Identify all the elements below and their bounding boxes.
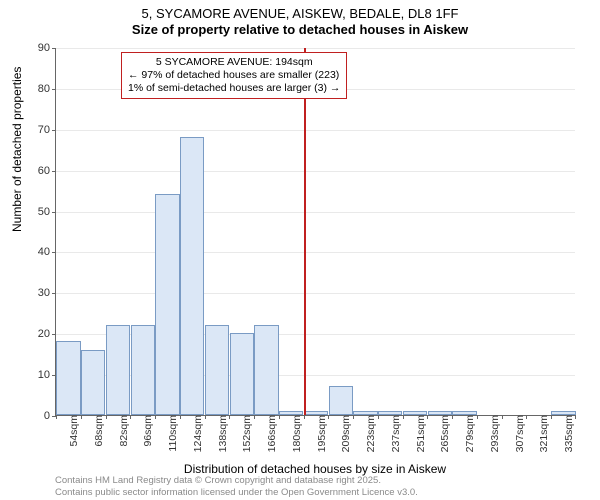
x-tick-label: 180sqm [287, 415, 303, 452]
histogram-bar [131, 325, 155, 415]
x-tick-mark [81, 415, 82, 419]
credits-line2: Contains public sector information licen… [55, 487, 418, 498]
x-tick-mark [502, 415, 503, 419]
y-tick-label: 50 [38, 206, 56, 218]
x-tick-mark [526, 415, 527, 419]
x-tick-mark [106, 415, 107, 419]
x-tick-label: 68sqm [89, 415, 105, 447]
annotation-line1: 5 SYCAMORE AVENUE: 194sqm [128, 56, 340, 69]
x-tick-mark [180, 415, 181, 419]
x-tick-mark [56, 415, 57, 419]
histogram-bar [329, 386, 353, 415]
y-tick-label: 40 [38, 246, 56, 258]
annotation-line3: 1% of semi-detached houses are larger (3… [128, 82, 340, 95]
x-tick-mark [551, 415, 552, 419]
x-tick-label: 335sqm [559, 415, 575, 452]
x-tick-label: 307sqm [510, 415, 526, 452]
x-tick-label: 279sqm [460, 415, 476, 452]
x-tick-label: 54sqm [64, 415, 80, 447]
x-tick-label: 293sqm [485, 415, 501, 452]
x-tick-mark [279, 415, 280, 419]
y-tick-label: 20 [38, 328, 56, 340]
x-tick-label: 152sqm [237, 415, 253, 452]
histogram-bar [56, 341, 80, 415]
gridline [56, 171, 575, 172]
y-tick-label: 10 [38, 369, 56, 381]
x-tick-mark [328, 415, 329, 419]
x-tick-label: 138sqm [213, 415, 229, 452]
title-address: 5, SYCAMORE AVENUE, AISKEW, BEDALE, DL8 … [0, 6, 600, 22]
x-tick-label: 124sqm [188, 415, 204, 452]
plot-area: 010203040506070809054sqm68sqm82sqm96sqm1… [55, 48, 575, 416]
histogram-bar [106, 325, 130, 415]
x-axis-label: Distribution of detached houses by size … [55, 462, 575, 476]
chart-container: 5, SYCAMORE AVENUE, AISKEW, BEDALE, DL8 … [0, 0, 600, 500]
x-tick-mark [254, 415, 255, 419]
x-tick-label: 82sqm [114, 415, 130, 447]
histogram-bar [180, 137, 204, 415]
x-tick-mark [477, 415, 478, 419]
gridline [56, 293, 575, 294]
gridline [56, 212, 575, 213]
y-tick-label: 80 [38, 83, 56, 95]
x-tick-mark [229, 415, 230, 419]
gridline [56, 48, 575, 49]
histogram-bar [155, 194, 179, 415]
x-tick-mark [130, 415, 131, 419]
x-tick-mark [378, 415, 379, 419]
annotation-box: 5 SYCAMORE AVENUE: 194sqm ← 97% of detac… [121, 52, 347, 99]
x-tick-label: 110sqm [163, 415, 179, 452]
y-axis-label: Number of detached properties [10, 67, 24, 232]
x-tick-mark [155, 415, 156, 419]
title-subtitle: Size of property relative to detached ho… [0, 22, 600, 38]
x-tick-mark [575, 415, 576, 419]
histogram-bar [81, 350, 105, 415]
marker-line [304, 48, 306, 415]
x-tick-mark [353, 415, 354, 419]
x-tick-mark [304, 415, 305, 419]
x-tick-label: 96sqm [138, 415, 154, 447]
x-tick-mark [452, 415, 453, 419]
x-tick-label: 223sqm [361, 415, 377, 452]
histogram-bar [254, 325, 278, 415]
credits-line1: Contains HM Land Registry data © Crown c… [55, 475, 418, 486]
y-tick-label: 70 [38, 124, 56, 136]
annotation-line2: ← 97% of detached houses are smaller (22… [128, 69, 340, 82]
gridline [56, 130, 575, 131]
x-tick-label: 195sqm [312, 415, 328, 452]
x-tick-label: 237sqm [386, 415, 402, 452]
y-tick-label: 0 [44, 410, 56, 422]
x-tick-label: 209sqm [336, 415, 352, 452]
gridline [56, 252, 575, 253]
x-tick-label: 166sqm [262, 415, 278, 452]
x-tick-mark [403, 415, 404, 419]
y-tick-label: 30 [38, 287, 56, 299]
x-tick-label: 265sqm [435, 415, 451, 452]
histogram-bar [230, 333, 254, 415]
y-tick-label: 90 [38, 42, 56, 54]
x-tick-label: 321sqm [534, 415, 550, 452]
chart-title-block: 5, SYCAMORE AVENUE, AISKEW, BEDALE, DL8 … [0, 0, 600, 39]
x-tick-label: 251sqm [411, 415, 427, 452]
credits-block: Contains HM Land Registry data © Crown c… [55, 475, 418, 498]
y-tick-label: 60 [38, 165, 56, 177]
histogram-bar [205, 325, 229, 415]
x-tick-mark [205, 415, 206, 419]
x-tick-mark [427, 415, 428, 419]
